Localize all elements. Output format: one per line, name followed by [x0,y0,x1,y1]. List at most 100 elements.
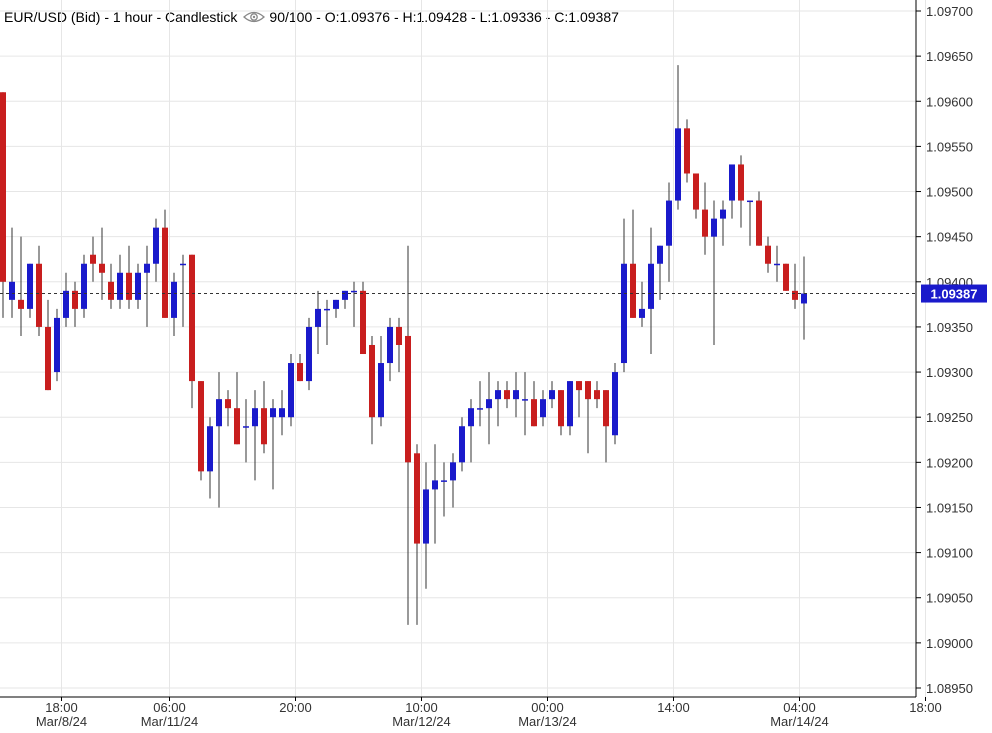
candle [0,92,6,318]
ohlc-readout: O:1.09376 - H:1.09428 - L:1.09336 - C:1.… [324,9,619,25]
candle [459,417,465,472]
candle [576,381,582,418]
candle-body-down [738,164,744,201]
eye-icon[interactable] [243,10,266,24]
candle-body-down [396,326,402,345]
candle [171,272,177,336]
candle-body-up [666,200,672,246]
y-tick-label: 1.09200 [926,455,973,470]
candle [243,399,249,463]
candle-body-up [306,326,312,382]
x-tick-date: Mar/11/24 [141,714,199,729]
candle [90,236,96,282]
candle-body-down [792,290,798,300]
candle [747,200,753,246]
candle [189,254,195,409]
candle [684,119,690,183]
candle [441,462,447,517]
candle-body-up [540,399,546,418]
candle-body-down [405,335,411,463]
y-tick-label: 1.09450 [926,230,973,245]
candle-body-down [531,399,537,427]
candle-body-up [171,281,177,318]
candle [594,381,600,409]
candle [567,381,573,436]
candle [432,444,438,544]
candle-body-up [387,326,393,364]
x-tick-time: 14:00 [657,700,690,715]
bar-count: 90/100 [269,9,313,25]
chart-header: EUR/USD (Bid) - 1 hour - Candlestick 90/… [4,9,619,25]
candle-body-up [9,281,15,300]
candle-body-up [117,272,123,300]
y-tick-label: 1.09650 [926,49,973,64]
candle-body-down [162,227,168,318]
x-tick-time: 10:00 [405,700,438,715]
candle [315,290,321,355]
candle-body-down [360,290,366,355]
candle [180,254,186,327]
candle [216,372,222,508]
candle [288,354,294,427]
candle [468,399,474,463]
candle-body-up [477,408,483,410]
candle-body-down [261,408,267,445]
candle [774,245,780,282]
candle [360,281,366,355]
candle [702,182,708,255]
candle [234,372,240,445]
candle-body-up [513,390,519,400]
candle-body-down [369,344,375,418]
y-tick-label: 1.09300 [926,365,973,380]
candle [585,381,591,454]
candle-body-up [459,426,465,463]
candle-body-up [288,363,294,418]
candle [378,335,384,427]
candle [729,164,735,219]
candle-body-up [621,263,627,364]
y-tick-label: 1.09150 [926,500,973,515]
candle-body-up [333,299,339,309]
candle [63,272,69,327]
candle [351,281,357,327]
candle [72,281,78,327]
candle-body-up [135,272,141,300]
candle [135,263,141,309]
candle [657,245,663,300]
candle [603,390,609,463]
last-price-label: 1.09387 [931,287,978,302]
candle [720,200,726,246]
candle [297,354,303,382]
candle-body-up [495,390,501,400]
candle-body-up [441,480,447,482]
candle [99,227,105,300]
candle [486,372,492,445]
candle [630,209,636,318]
candle-body-down [234,408,240,445]
candle [405,245,411,625]
candle [648,227,654,355]
candle [27,263,33,318]
x-tick-date: Mar/14/24 [770,714,829,729]
candle-body-up [63,290,69,318]
candle-body-up [774,263,780,266]
candle-body-up [153,227,159,264]
candle-body-down [594,390,600,400]
candle-body-down [45,326,51,391]
candle [36,245,42,336]
candle [513,372,519,418]
candle [18,236,24,336]
candle-body-up [711,218,717,237]
candle-body-down [702,209,708,237]
candle-body-up [450,462,456,481]
candle-body-down [90,254,96,264]
candle-body-up [351,290,357,293]
x-tick-date: Mar/8/24 [36,714,87,729]
candle [81,254,87,318]
candle [756,191,762,246]
candle-body-down [36,263,42,327]
x-tick-time: 00:00 [531,700,564,715]
candle-body-down [72,290,78,309]
